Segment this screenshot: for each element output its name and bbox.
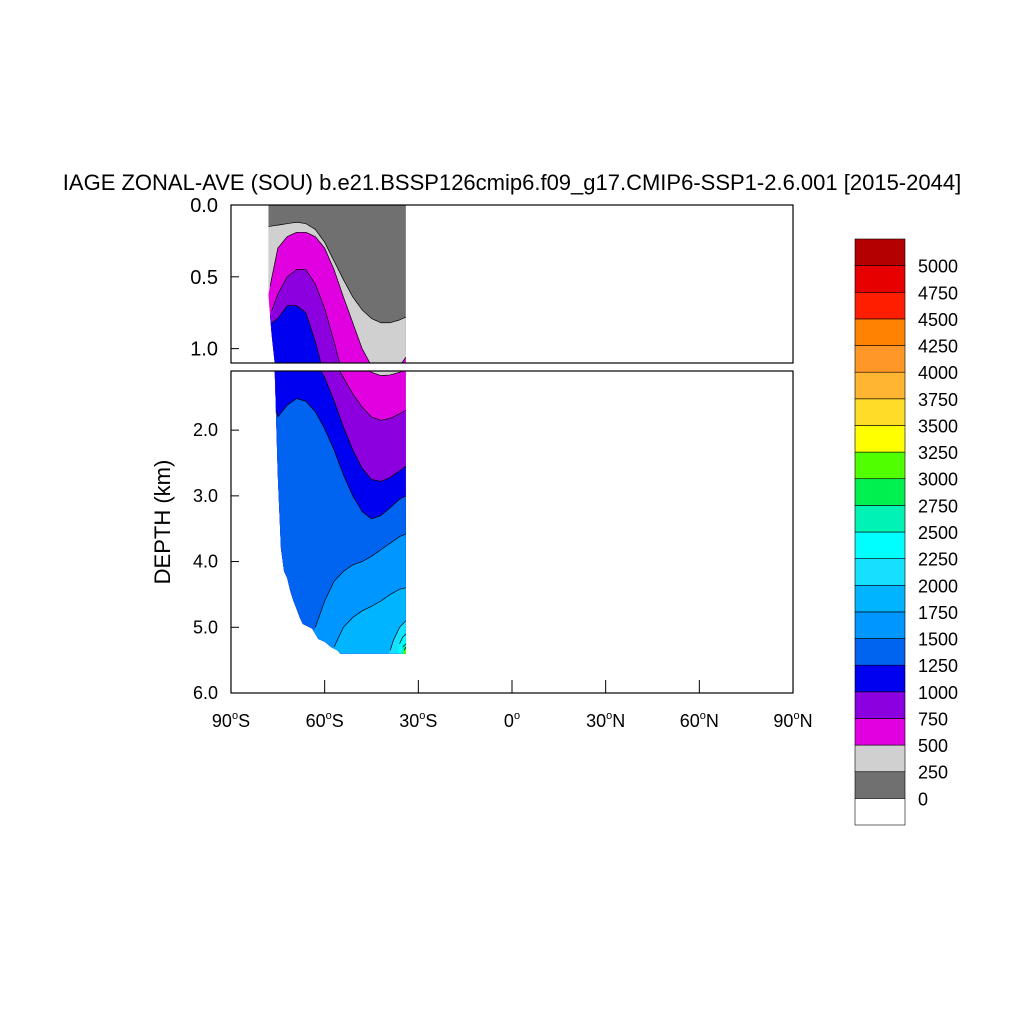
x-tick-label: 90oN [773, 710, 812, 731]
upper-contour-line-2250 [400, 938, 406, 960]
upper-contour-line-2750 [404, 966, 406, 973]
colorbar-label: 4750 [918, 283, 958, 303]
y-tick-label: 0.0 [190, 195, 218, 217]
colorbar-label: 3250 [918, 443, 958, 463]
colorbar-swatch [854, 798, 906, 826]
x-tick-label: 90oS [212, 710, 250, 731]
y-tick-label: 3.0 [193, 486, 218, 506]
colorbar-swatch [854, 345, 906, 373]
colorbar-swatch [854, 371, 906, 400]
colorbar-swatch [854, 664, 906, 693]
x-tick-label: 60oN [680, 710, 719, 731]
axes: 0.0 0.5 1.0 2.0 3.0 4.0 5.0 6.0 90oS 60oS 30oS 0o 30… [190, 195, 812, 731]
x-tick-label: 0o [504, 710, 520, 731]
upper-contour-line-1750 [334, 837, 406, 966]
lower-contour-line-2250 [399, 633, 407, 644]
colorbar-label: 3000 [918, 470, 958, 490]
colorbar-swatch [854, 638, 906, 666]
upper-contour-line-2500 [403, 959, 406, 966]
y-tick-label: 1.0 [190, 339, 218, 361]
colorbar-swatch [854, 584, 906, 613]
colorbar-label: 3750 [918, 390, 958, 410]
y-tick-label: 2.0 [193, 420, 218, 440]
upper-contour-line-500 [269, 231, 407, 363]
colorbar-label: 1250 [918, 656, 958, 676]
lower-contour-line-1500 [314, 533, 406, 628]
colorbar-label: 1500 [918, 630, 958, 650]
lower-depth-panel [274, 371, 407, 654]
y-axis-label: DEPTH (km) [150, 460, 175, 585]
lower-contour-line-500 [369, 371, 403, 376]
lower-band-1500 [274, 371, 406, 654]
colorbar-swatch [854, 318, 906, 346]
colorbar-swatch [854, 238, 906, 266]
colorbar-label: 4250 [918, 337, 958, 357]
lower-contour-line-1250 [275, 398, 407, 520]
lower-contour-line-750 [339, 371, 407, 421]
colorbar-swatch [854, 451, 906, 480]
colorbar-swatch [854, 478, 906, 506]
colorbar-label: 750 [918, 709, 948, 729]
colorbar-label: 5000 [918, 257, 958, 277]
y-tick-label: 4.0 [193, 552, 218, 572]
colorbar-label: 2000 [918, 576, 958, 596]
x-tick-label: 30oS [399, 710, 437, 731]
colorbar-swatch [854, 531, 906, 559]
lower-contour-line-2000 [389, 620, 407, 651]
colorbar-label: 2500 [918, 523, 958, 543]
lower-band-1750 [274, 371, 406, 654]
colorbar-label: 2750 [918, 496, 958, 516]
colorbar-swatch [854, 425, 906, 453]
colorbar-label: 500 [918, 736, 948, 756]
colorbar-swatch [854, 691, 906, 719]
x-tick-label: 60oS [306, 710, 344, 731]
colorbar-swatch [854, 611, 906, 639]
colorbar-label: 0 [918, 789, 928, 809]
upper-panel-frame [230, 204, 794, 364]
upper-band-1000 [268, 295, 321, 363]
upper-contour-line-750 [271, 269, 341, 363]
colorbar-label: 1750 [918, 603, 958, 623]
upper-contour-line-250 [268, 221, 406, 324]
colorbar-swatch [854, 771, 906, 799]
colorbar-swatch [854, 505, 906, 533]
colorbar-label: 4500 [918, 310, 958, 330]
lower-contour-line-1750 [333, 587, 406, 648]
colorbar-swatch [854, 744, 906, 773]
lower-contour-line-2750 [403, 646, 407, 651]
colorbar-swatch [854, 398, 906, 426]
lower-contour-line-1000 [320, 371, 407, 482]
upper-contour-line-1500 [315, 719, 406, 923]
colorbar-label: 2250 [918, 550, 958, 570]
colorbar-label: 4000 [918, 363, 958, 383]
x-tick-label: 30oN [586, 710, 625, 731]
chart-title: IAGE ZONAL-AVE (SOU) b.e21.BSSP126cmip6.… [63, 170, 961, 195]
colorbar-swatch [854, 558, 906, 586]
colorbar-swatch [854, 291, 906, 320]
colorbar: 5000475045004250400037503500325030002750… [854, 238, 958, 826]
upper-contour-line-1000 [271, 305, 322, 363]
y-tick-label: 0.5 [190, 267, 218, 289]
colorbar-swatch [854, 265, 906, 293]
colorbar-label: 3500 [918, 416, 958, 436]
upper-depth-panel [268, 205, 407, 974]
colorbar-label: 1000 [918, 683, 958, 703]
colorbar-label: 250 [918, 763, 948, 783]
y-tick-label: 5.0 [193, 617, 218, 637]
y-tick-label: 6.0 [193, 683, 218, 703]
lower-contour-line-2500 [402, 643, 407, 648]
upper-contour-line-2000 [390, 909, 406, 974]
colorbar-swatch [854, 718, 906, 746]
